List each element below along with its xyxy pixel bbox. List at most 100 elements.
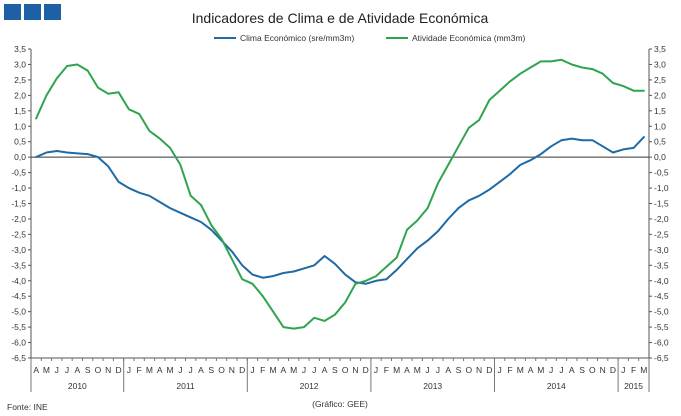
x-tick-label: J <box>127 365 131 375</box>
x-tick-label: J <box>374 365 378 375</box>
x-tick-label: A <box>198 365 204 375</box>
x-tick-label: F <box>631 365 636 375</box>
x-tick-label: A <box>445 365 451 375</box>
y-tick-label-left: 1,5 <box>14 106 26 116</box>
x-tick-label: A <box>322 365 328 375</box>
x-tick-label: N <box>229 365 235 375</box>
y-tick-label-right: -6,5 <box>654 353 669 363</box>
y-tick-label-left: -2,0 <box>11 214 26 224</box>
x-tick-label: S <box>208 365 214 375</box>
y-tick-label-left: -3,5 <box>11 260 26 270</box>
y-tick-label-left: -4,5 <box>11 291 26 301</box>
year-label: 2015 <box>624 381 643 391</box>
y-tick-label-right: -1,0 <box>654 183 669 193</box>
x-tick-label: J <box>189 365 193 375</box>
y-tick-label-left: -5,5 <box>11 322 26 332</box>
x-tick-label: A <box>404 365 410 375</box>
x-tick-label: M <box>393 365 400 375</box>
x-tick-label: J <box>55 365 59 375</box>
x-tick-label: J <box>549 365 553 375</box>
x-tick-label: S <box>332 365 338 375</box>
year-label: 2010 <box>68 381 87 391</box>
y-tick-label-left: 2,0 <box>14 90 26 100</box>
x-tick-label: S <box>456 365 462 375</box>
y-tick-label-right: -4,0 <box>654 276 669 286</box>
y-tick-label-right: 1,5 <box>654 106 666 116</box>
y-tick-label-left: -4,0 <box>11 276 26 286</box>
x-tick-label: D <box>115 365 121 375</box>
y-tick-label-right: -2,0 <box>654 214 669 224</box>
x-tick-label: M <box>640 365 647 375</box>
y-tick-label-left: -2,5 <box>11 229 26 239</box>
x-tick-label: S <box>579 365 585 375</box>
x-tick-label: O <box>342 365 349 375</box>
y-tick-label-left: 3,5 <box>14 44 26 54</box>
x-tick-label: D <box>610 365 616 375</box>
x-tick-label: J <box>498 365 502 375</box>
y-tick-label-left: -3,0 <box>11 245 26 255</box>
y-tick-label-right: -6,0 <box>654 338 669 348</box>
y-tick-label-left: -6,0 <box>11 338 26 348</box>
chart-title: Indicadores de Clima e de Atividade Econ… <box>192 10 489 26</box>
logo-block <box>44 4 61 20</box>
x-tick-label: J <box>65 365 69 375</box>
y-tick-label-right: -1,5 <box>654 199 669 209</box>
year-label: 2014 <box>547 381 566 391</box>
year-label: 2013 <box>423 381 442 391</box>
x-tick-label: O <box>465 365 472 375</box>
source-note: Fonte: INE <box>7 402 48 412</box>
x-tick-label: J <box>312 365 316 375</box>
y-tick-label-right: 1,0 <box>654 121 666 131</box>
credit-note: (Gráfico: GEE) <box>312 399 368 409</box>
y-tick-label-right: 2,5 <box>654 75 666 85</box>
y-tick-label-left: 1,0 <box>14 121 26 131</box>
axes: 3,5 3,5 3,0 3,0 2,5 2,5 2,0 2,0 1,5 1,5 1,0 1,0 0,5 0… <box>11 44 669 363</box>
y-tick-label-right: 3,5 <box>654 44 666 54</box>
x-tick-label: J <box>178 365 182 375</box>
x-tick-label: A <box>157 365 163 375</box>
x-tick-label: J <box>250 365 254 375</box>
legend-label-clima: Clima Económico (sre/mm3m) <box>240 33 354 43</box>
y-tick-label-left: 0,0 <box>14 152 26 162</box>
x-tick-label: N <box>600 365 606 375</box>
x-tick-label: M <box>537 365 544 375</box>
y-tick-label-right: -5,0 <box>654 307 669 317</box>
y-tick-label-right: -3,0 <box>654 245 669 255</box>
x-tick-label: M <box>167 365 174 375</box>
y-tick-label-left: -1,0 <box>11 183 26 193</box>
y-tick-label-left: -0,5 <box>11 168 26 178</box>
x-tick-label: F <box>137 365 142 375</box>
y-tick-label-left: -6,5 <box>11 353 26 363</box>
x-tick-label: F <box>507 365 512 375</box>
x-tick-label: M <box>270 365 277 375</box>
x-tick-label: S <box>85 365 91 375</box>
x-tick-label: J <box>302 365 306 375</box>
x-tick-label: A <box>528 365 534 375</box>
x-tick-label: N <box>105 365 111 375</box>
x-tick-label: O <box>589 365 596 375</box>
y-tick-label-left: -5,0 <box>11 307 26 317</box>
x-tick-label: A <box>75 365 81 375</box>
legend: Clima Económico (sre/mm3m) Atividade Eco… <box>214 33 526 43</box>
series-line-clima <box>35 136 645 285</box>
x-tick-label: M <box>146 365 153 375</box>
x-tick-label: D <box>239 365 245 375</box>
x-tick-label: A <box>33 365 39 375</box>
y-tick-label-left: 3,0 <box>14 59 26 69</box>
x-tick-label: A <box>569 365 575 375</box>
logo-block <box>24 4 41 20</box>
x-tick-label: M <box>414 365 421 375</box>
x-tick-label: J <box>559 365 563 375</box>
x-tick-label: N <box>476 365 482 375</box>
y-tick-label-right: 0,0 <box>654 152 666 162</box>
gee-logo <box>4 4 61 20</box>
x-tick-label: D <box>363 365 369 375</box>
x-tick-label: O <box>95 365 102 375</box>
x-tick-label: F <box>260 365 265 375</box>
y-tick-label-right: 2,0 <box>654 90 666 100</box>
x-tick-label: M <box>290 365 297 375</box>
logo-block <box>4 4 21 20</box>
y-tick-label-right: -4,5 <box>654 291 669 301</box>
x-tick-label: F <box>384 365 389 375</box>
